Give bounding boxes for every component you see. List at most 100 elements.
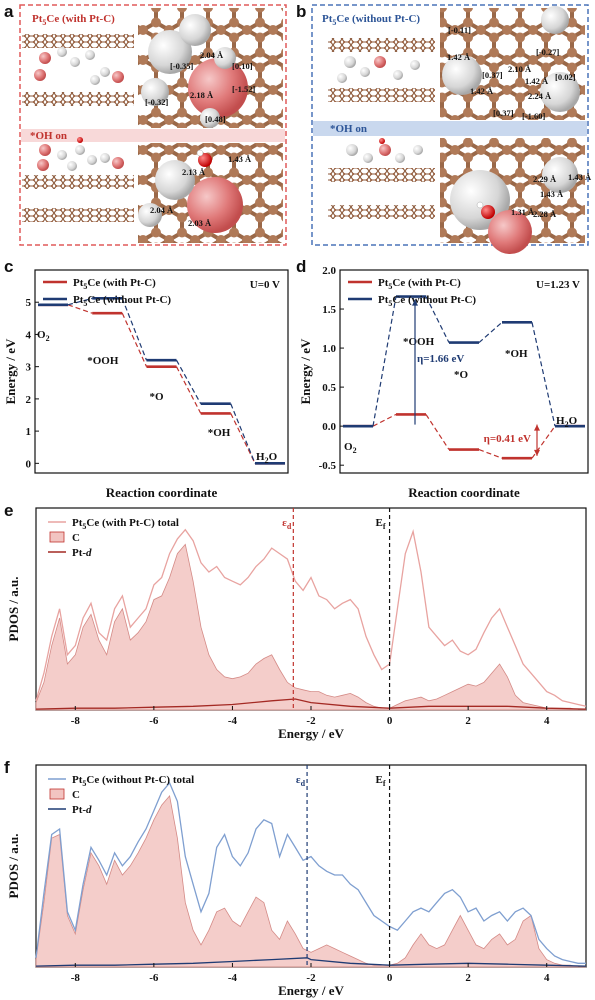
- y-axis-label: Energy / eV: [298, 338, 313, 404]
- b-bottom-label: 1.43 Å: [568, 172, 592, 182]
- panel-b-title-sub: 5: [332, 18, 336, 27]
- pdos-c-area: [35, 795, 586, 968]
- y-axis-label: PDOS / a.u.: [6, 833, 21, 898]
- energy-connector: [230, 403, 256, 464]
- x-tick-label: -2: [306, 972, 316, 984]
- a-graphene-1: [22, 34, 134, 48]
- legend-c-swatch: [49, 788, 65, 800]
- pdos-total-line: [35, 528, 587, 707]
- y-tick-label: 2: [26, 394, 32, 406]
- panel-a: a: [4, 2, 287, 246]
- panel-b: b Pt5Ce (without Pt-C): [296, 2, 592, 254]
- a-top-label: [0.48]: [205, 114, 226, 124]
- b-top-label: 1.42 Å: [525, 76, 549, 86]
- legend-entry: Pt5Ce (with Pt-C): [73, 277, 156, 291]
- y-tick-label: 0.5: [322, 382, 336, 394]
- y-tick-label: 4: [26, 329, 32, 341]
- panel-b-title-prefix: Pt: [322, 13, 333, 25]
- x-tick-label: -6: [149, 972, 159, 984]
- energy-connector: [230, 413, 256, 464]
- panel-a-band: [21, 129, 285, 142]
- y-tick-label: -0.5: [319, 460, 337, 472]
- a-bottom-label: 1.43 Å: [228, 154, 252, 164]
- legend-entry: Pt5Ce (without Pt-C): [73, 294, 171, 308]
- a-top-label: [-0.32]: [145, 97, 169, 107]
- energy-connector: [67, 297, 93, 306]
- x-axis-label: Energy / eV: [278, 726, 344, 741]
- x-tick-label: -4: [228, 972, 238, 984]
- species-label: H2O: [556, 415, 578, 429]
- energy-connector: [175, 359, 202, 405]
- species-label: *O: [454, 369, 469, 381]
- b-top-label: [-1.60]: [522, 111, 546, 121]
- b-top-label: 1.42 Å: [470, 86, 494, 96]
- species-label: *OH: [505, 348, 528, 360]
- panel-c: c 0 1 2 3 4 5 O2 *OOH *O *OH H2O Pt5Ce (with Pt-C) P…: [3, 257, 289, 500]
- b-top-label: [0.37]: [493, 108, 514, 118]
- species-label: *OH: [208, 427, 231, 439]
- plot-frame: [34, 269, 289, 474]
- b-top-label: [-0.11]: [448, 25, 471, 35]
- species-label: *OOH: [403, 336, 435, 348]
- panel-e-letter: e: [4, 501, 13, 520]
- a-top-label: 2.18 Å: [190, 90, 214, 100]
- x-axis-label: Energy / eV: [278, 983, 344, 998]
- x-tick-label: -6: [149, 715, 159, 727]
- y-tick-label: 2.0: [322, 265, 336, 277]
- b-top-label: 2.10 Å: [508, 64, 532, 74]
- y-tick-label: 5: [26, 297, 32, 309]
- panel-a-title-prefix: Pt: [32, 13, 43, 25]
- a-graphene-2: [22, 92, 134, 106]
- b-top-label: 1.42 Å: [447, 52, 471, 62]
- panel-a-oh-label: *OH on: [30, 130, 67, 142]
- energy-connector: [372, 296, 397, 427]
- a-bottom-label: 2.13 Å: [182, 167, 206, 177]
- b-top-label: 2.24 Å: [528, 91, 552, 101]
- panel-c-letter: c: [4, 257, 13, 276]
- x-tick-label: 2: [465, 715, 471, 727]
- eta-blue-label: η=1.66 eV: [417, 353, 464, 365]
- energy-connector: [478, 449, 503, 459]
- a-cluster-bottom: [37, 137, 124, 171]
- x-tick-label: -8: [71, 715, 81, 727]
- plot-frame: [339, 269, 589, 474]
- legend-total-label: Pt5Ce (with Pt-C) total: [72, 517, 179, 531]
- x-axis-label: Reaction coordinate: [106, 485, 218, 500]
- legend-entry: Pt5Ce (without Pt-C): [378, 294, 476, 308]
- fermi-label: Ef: [376, 774, 386, 788]
- panel-b-band: [313, 121, 587, 136]
- x-tick-label: -8: [71, 972, 81, 984]
- pdos-total-line: [35, 781, 586, 964]
- species-label: O2: [37, 329, 50, 343]
- a-graphene-3: [22, 175, 134, 189]
- legend-c-label: C: [72, 532, 80, 544]
- a-cluster-top: [34, 47, 124, 85]
- y-tick-label: 1: [26, 426, 32, 438]
- energy-connector: [478, 321, 503, 344]
- a-top-label: [-1.52]: [232, 84, 256, 94]
- panel-f-letter: f: [4, 758, 10, 777]
- a-bottom-label: 2.04 Å: [150, 205, 174, 215]
- legend-c-label: C: [72, 789, 80, 801]
- a-bottom-label: 2.03 Å: [188, 218, 212, 228]
- b-bottom-label: 2.29 Å: [533, 174, 557, 184]
- pdos-ptd-line: [35, 957, 587, 967]
- b-bottom-label: 1.43 Å: [540, 189, 564, 199]
- panel-a-title-suffix: Ce (with Pt-C): [46, 13, 115, 25]
- x-tick-label: 4: [544, 715, 550, 727]
- species-label: O2: [344, 441, 357, 455]
- energy-connector: [175, 366, 202, 414]
- b-bottom-label: 2.28 Å: [533, 209, 557, 219]
- eta-red-label: η=0.41 eV: [484, 433, 531, 445]
- b-bottom-label: 1.31 Å: [511, 207, 535, 217]
- x-tick-label: -4: [228, 715, 238, 727]
- svg-text:Pt5Ce (with Pt-C): Pt5Ce (with Pt-C): [32, 13, 115, 27]
- legend-entry: Pt5Ce (with Pt-C): [378, 277, 461, 291]
- pdos-ptd-line: [35, 698, 587, 710]
- panel-f: f εd Ef -8 -6 -4 -2 0 2 4 Pt5Ce (without Pt-C) to…: [4, 758, 587, 998]
- x-tick-label: 4: [544, 972, 550, 984]
- energy-connector: [425, 414, 450, 450]
- energy-connector: [531, 322, 556, 427]
- energy-connector: [121, 298, 148, 361]
- x-tick-label: 0: [387, 972, 393, 984]
